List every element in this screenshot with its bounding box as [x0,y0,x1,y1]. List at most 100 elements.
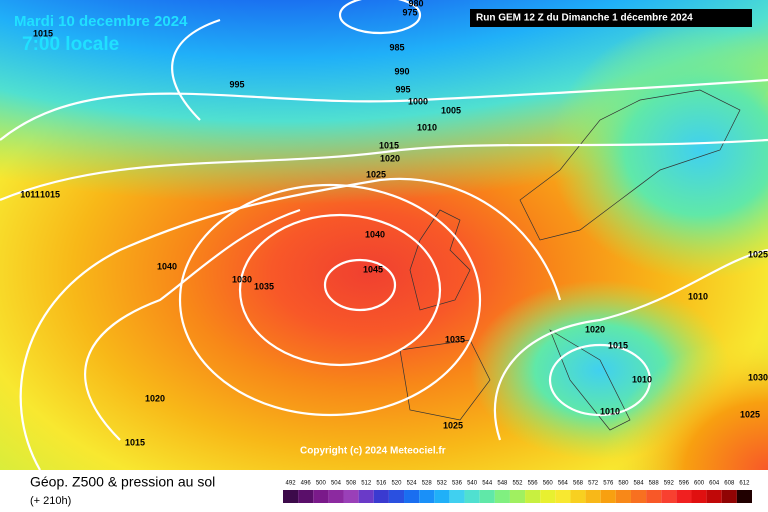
scale-label: 580 [618,481,629,487]
scale-label: 496 [301,481,312,487]
isobar-label: 1010 [600,406,620,416]
scale-label: 572 [588,481,599,487]
scale-label: 500 [316,481,327,487]
scale-swatch [388,490,405,503]
isobar-label: 1015 [608,340,628,350]
isobar-label-layer: 9809759859909951000100510101015102010259… [20,0,768,447]
scale-label: 584 [634,481,645,487]
isobar-label: 975 [402,7,417,17]
isobar-label: 1035 [445,334,465,344]
scale-swatch [283,490,299,503]
isobar-label: 1045 [363,264,383,274]
isobar-label: 1020 [380,153,400,163]
isobar-label: 1010 [417,122,437,132]
isobar-label: 1025 [748,249,768,259]
scale-label: 576 [603,481,614,487]
scale-swatch [343,490,359,503]
footer-title: Géop. Z500 & pression au sol [30,474,215,490]
scale-label: 512 [361,481,372,487]
scale-swatch [706,490,722,503]
scale-swatch [630,490,647,503]
isobar-label: 985 [389,42,404,52]
scale-label: 604 [709,481,720,487]
scale-swatch [509,490,526,503]
isobar-label: 1005 [441,105,461,115]
run-info: Run GEM 12 Z du Dimanche 1 décembre 2024 [476,13,693,24]
scale-swatch [419,490,435,503]
scale-swatch [600,490,616,503]
scale-swatch [615,490,631,503]
isobar-label: 1030 [748,372,768,382]
isobar-label: 990 [394,66,409,76]
coastlines [399,89,741,431]
scale-label: 548 [497,481,508,487]
isobar-label: 1010 [688,291,708,301]
scale-swatch [328,490,344,503]
scale-swatch [464,490,480,503]
color-scale: 492 496 500 504 508 512 516 520 524 528 532 536 540 5… [283,481,752,503]
scale-label: 540 [467,481,478,487]
scale-swatch [585,490,601,503]
scale-swatch [646,490,662,503]
isobar-label: 1025 [443,420,463,430]
scale-label: 608 [724,481,735,487]
scale-swatch [540,490,556,503]
footer-subtitle: (+ 210h) [30,495,71,507]
isobar-label: 1015 [125,437,145,447]
scale-swatch [691,490,707,503]
scale-swatch [736,490,752,503]
scale-swatch [313,490,329,503]
scale-label: 528 [422,481,433,487]
isobar-label: 995 [229,79,244,89]
isobar-label: 1020 [585,324,605,334]
isobar-label: 980 [408,0,423,8]
isobar-label: 995 [395,84,410,94]
scale-swatch [661,490,677,503]
isobar-label: 1030 [232,274,252,284]
scale-label: 520 [391,481,402,487]
trough-field [550,20,768,280]
scale-swatch [449,490,465,503]
scale-label: 552 [512,481,523,487]
isobar-label: 1015 [33,28,53,38]
scale-swatch [298,490,314,503]
scale-label: 592 [664,481,675,487]
scale-label: 560 [543,481,554,487]
scale-label: 524 [407,481,418,487]
run-banner [470,9,752,27]
scale-label: 612 [739,481,750,487]
scale-swatch [479,490,495,503]
isobar-label: 1035 [254,281,274,291]
scale-label: 492 [286,481,297,487]
scale-swatch [721,490,737,503]
isobar-label: 1011 [20,189,40,199]
scale-swatch [555,490,571,503]
copyright: Copyright (c) 2024 Meteociel.fr [300,446,446,457]
scale-swatch [676,490,692,503]
scale-label: 588 [649,481,660,487]
scale-label: 596 [679,481,690,487]
scale-label: 600 [694,481,705,487]
isobar-label: 1025 [366,169,386,179]
isobar-label: 1040 [157,261,177,271]
scale-label: 504 [331,481,342,487]
scale-label: 568 [573,481,584,487]
scale-swatch [494,490,510,503]
scale-label: 544 [482,481,493,487]
scale-swatch [358,490,374,503]
ridge-field [560,300,768,470]
scale-label: 564 [558,481,569,487]
isobar-label: 1015 [379,140,399,150]
scale-swatch [570,490,586,503]
isobar-label: 1025 [740,409,760,419]
scale-swatch [525,490,541,503]
forecast-date: Mardi 10 decembre 2024 [14,13,188,30]
isobar-label: 1010 [632,374,652,384]
isobar-label: 1000 [408,96,428,106]
scale-label: 532 [437,481,448,487]
isobars [0,0,768,470]
isobar-label: 1020 [145,393,165,403]
scale-swatch [434,490,450,503]
scale-label: 556 [528,481,539,487]
